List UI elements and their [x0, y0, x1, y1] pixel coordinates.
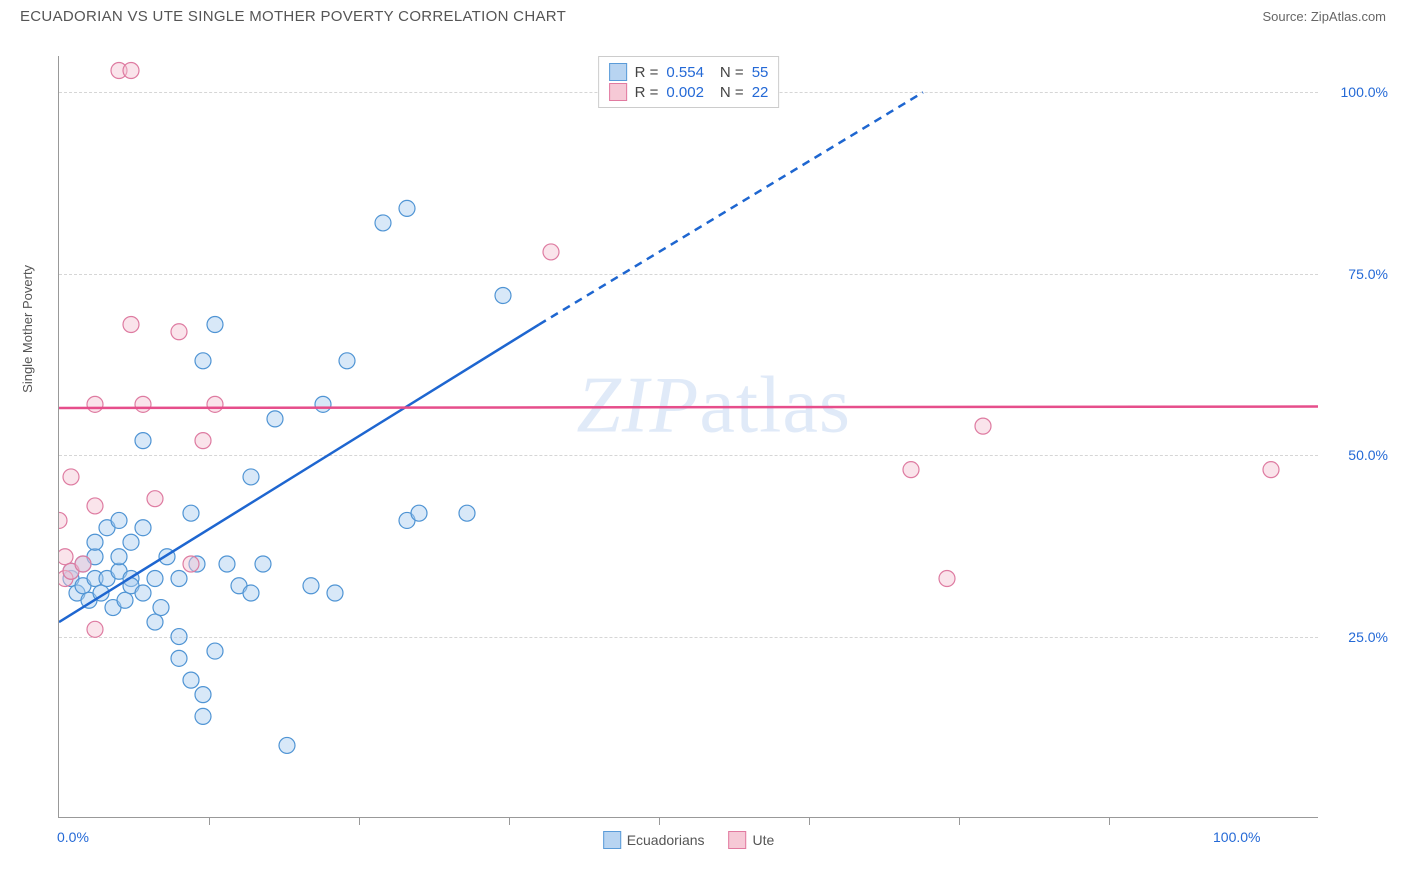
data-point: [135, 520, 151, 536]
data-point: [195, 353, 211, 369]
data-point: [147, 614, 163, 630]
data-point: [135, 433, 151, 449]
data-point: [171, 650, 187, 666]
data-point: [195, 433, 211, 449]
scatter-svg: [59, 56, 1318, 817]
data-point: [123, 317, 139, 333]
legend-series-item: Ecuadorians: [603, 831, 705, 849]
n-value: 55: [752, 64, 769, 81]
data-point: [111, 512, 127, 528]
legend-swatch: [729, 831, 747, 849]
r-value: 0.554: [666, 64, 704, 81]
y-tick-label: 50.0%: [1348, 447, 1388, 463]
data-point: [171, 324, 187, 340]
data-point: [939, 571, 955, 587]
data-point: [63, 469, 79, 485]
n-value: 22: [752, 84, 769, 101]
y-tick-label: 75.0%: [1348, 266, 1388, 282]
data-point: [399, 200, 415, 216]
data-point: [1263, 462, 1279, 478]
trend-line: [59, 325, 539, 623]
r-label: R =: [635, 64, 659, 81]
legend-row: R = 0.002 N = 22: [609, 83, 769, 101]
x-tick: [509, 817, 510, 825]
legend-correlation: R = 0.554 N = 55 R = 0.002 N = 22: [598, 56, 780, 108]
x-tick: [809, 817, 810, 825]
n-label: N =: [720, 64, 744, 81]
x-tick: [959, 817, 960, 825]
data-point: [495, 287, 511, 303]
r-value: 0.002: [666, 84, 704, 101]
x-tick: [1109, 817, 1110, 825]
data-point: [327, 585, 343, 601]
data-point: [411, 505, 427, 521]
page-title: ECUADORIAN VS UTE SINGLE MOTHER POVERTY …: [20, 8, 566, 25]
data-point: [195, 687, 211, 703]
y-tick-label: 100.0%: [1341, 84, 1388, 100]
data-point: [459, 505, 475, 521]
x-tick-label: 0.0%: [57, 829, 89, 845]
data-point: [87, 534, 103, 550]
trend-line: [59, 407, 1318, 408]
x-tick-label: 100.0%: [1213, 829, 1260, 845]
data-point: [87, 621, 103, 637]
data-point: [147, 571, 163, 587]
data-point: [87, 396, 103, 412]
data-point: [183, 505, 199, 521]
data-point: [111, 549, 127, 565]
data-point: [117, 592, 133, 608]
data-point: [375, 215, 391, 231]
y-axis-title: Single Mother Poverty: [20, 265, 35, 393]
data-point: [171, 571, 187, 587]
data-point: [255, 556, 271, 572]
data-point: [975, 418, 991, 434]
data-point: [183, 556, 199, 572]
data-point: [123, 63, 139, 79]
data-point: [147, 491, 163, 507]
x-tick: [359, 817, 360, 825]
data-point: [195, 708, 211, 724]
legend-series-label: Ute: [753, 832, 775, 848]
data-point: [59, 549, 73, 565]
legend-swatch: [609, 83, 627, 101]
data-point: [267, 411, 283, 427]
legend-row: R = 0.554 N = 55: [609, 63, 769, 81]
data-point: [243, 469, 259, 485]
plot-area: ZIPatlas R =0.554N =55R =0.002N =22 Ecua…: [58, 56, 1318, 818]
legend-series-label: Ecuadorians: [627, 832, 705, 848]
data-point: [207, 317, 223, 333]
x-tick: [659, 817, 660, 825]
data-point: [153, 600, 169, 616]
data-point: [243, 585, 259, 601]
data-point: [171, 629, 187, 645]
data-point: [75, 556, 91, 572]
data-point: [219, 556, 235, 572]
data-point: [207, 396, 223, 412]
data-point: [303, 578, 319, 594]
n-label: N =: [720, 84, 744, 101]
chart-container: Single Mother Poverty ZIPatlas R =0.554N…: [48, 44, 1388, 844]
data-point: [279, 737, 295, 753]
trend-line-extrapolated: [539, 92, 923, 324]
legend-swatch: [603, 831, 621, 849]
data-point: [183, 672, 199, 688]
source-label: Source: ZipAtlas.com: [1262, 9, 1386, 24]
data-point: [59, 512, 67, 528]
y-tick-label: 25.0%: [1348, 629, 1388, 645]
data-point: [123, 534, 139, 550]
data-point: [135, 585, 151, 601]
r-label: R =: [635, 84, 659, 101]
data-point: [135, 396, 151, 412]
legend-series: Ecuadorians Ute: [603, 831, 775, 849]
legend-swatch: [609, 63, 627, 81]
data-point: [543, 244, 559, 260]
x-tick: [209, 817, 210, 825]
legend-series-item: Ute: [729, 831, 775, 849]
data-point: [903, 462, 919, 478]
data-point: [315, 396, 331, 412]
data-point: [87, 498, 103, 514]
data-point: [207, 643, 223, 659]
data-point: [339, 353, 355, 369]
